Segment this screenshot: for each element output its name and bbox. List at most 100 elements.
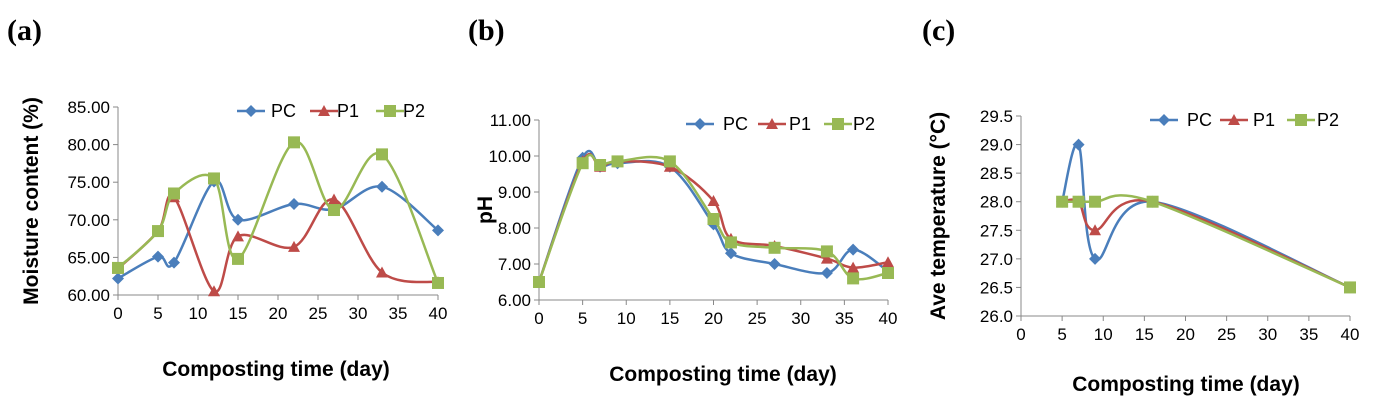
- x-tick-label: 10: [189, 304, 208, 323]
- x-tick-label: 40: [879, 309, 898, 328]
- legend-item-p2: P2: [824, 114, 875, 134]
- legend-item-p2: P2: [1287, 110, 1339, 130]
- legend-marker-pc: [245, 105, 257, 117]
- data-point-p2: [152, 225, 164, 238]
- data-point-pc: [1072, 138, 1085, 151]
- data-point-p1: [232, 230, 244, 242]
- x-tick-label: 40: [429, 304, 448, 323]
- data-point-p2: [594, 159, 607, 171]
- data-point-pc: [432, 224, 444, 237]
- y-tick-label: 85.00: [67, 98, 110, 117]
- legend: PC P1 P2: [686, 114, 875, 134]
- y-axis-title: Ave temperature (°C): [927, 112, 950, 320]
- data-point-pc: [112, 272, 124, 285]
- y-tick-label: 10.00: [488, 147, 531, 166]
- y-tick-label: 26.5: [980, 278, 1013, 297]
- legend-item-p1: P1: [1220, 110, 1275, 130]
- data-point-p1: [882, 256, 894, 268]
- y-tick-label: 60.00: [67, 286, 110, 305]
- data-point-p2: [533, 276, 545, 288]
- legend-marker-p1: [318, 105, 330, 116]
- legend-label-p2: P2: [1317, 110, 1339, 130]
- y-tick-label: 80.00: [67, 136, 110, 155]
- x-tick-label: 20: [1176, 325, 1195, 344]
- legend-label-pc: PC: [1187, 110, 1212, 130]
- legend-label-p1: P1: [337, 101, 359, 121]
- y-axis-title: pH: [474, 196, 497, 224]
- data-point-p2: [112, 261, 124, 274]
- data-point-p2: [1344, 281, 1356, 294]
- series-line-p2: [1062, 194, 1351, 289]
- legend-label-p1: P1: [789, 114, 811, 134]
- data-point-p2: [376, 148, 388, 161]
- data-point-p1: [288, 240, 300, 252]
- data-point-pc: [724, 247, 737, 260]
- data-point-p2: [288, 136, 300, 149]
- chart-panel-a: (a) 60.00 65.00 70.00 75.00 80.00 85.00 0 5 10 15 2…: [7, 14, 447, 381]
- y-tick-label: 26.0: [980, 307, 1013, 326]
- data-point-p2: [724, 236, 737, 249]
- panel-label-a: (a): [7, 14, 42, 47]
- data-point-p1: [820, 252, 833, 264]
- data-point-p1: [707, 195, 720, 206]
- x-tick-label: 30: [349, 304, 368, 323]
- y-tick-label: 75.00: [67, 173, 110, 192]
- legend-marker-p2: [832, 118, 844, 130]
- legend-label-p1: P1: [1253, 110, 1275, 130]
- data-point-p2: [1146, 195, 1159, 208]
- legend-marker-pc: [1158, 114, 1170, 126]
- series-line-p1: [1061, 198, 1351, 289]
- data-point-p1: [1089, 224, 1102, 236]
- data-point-pc: [232, 213, 244, 226]
- chart-panel-c: (c) 26.0 26.5 27.0 27.5 28.0 28.5 29.0 29.5 0 5 10 1…: [922, 14, 1359, 396]
- legend-marker-p2: [1295, 114, 1307, 126]
- y-tick-label: 28.0: [980, 193, 1013, 212]
- series-p2: [112, 136, 444, 289]
- data-point-p1: [847, 261, 860, 273]
- series-p1: [112, 191, 444, 297]
- legend-marker-p2: [384, 105, 396, 117]
- x-tick-label: 0: [113, 304, 122, 323]
- x-tick-label: 0: [1016, 325, 1025, 344]
- y-tick-label: 9.00: [498, 183, 531, 202]
- x-tick-label: 0: [534, 309, 543, 328]
- data-point-p2: [576, 157, 589, 170]
- x-tick-label: 15: [1135, 325, 1154, 344]
- x-tick-label: 15: [229, 304, 248, 323]
- data-point-p2: [432, 276, 444, 289]
- data-point-p2: [847, 272, 860, 285]
- panel-label-c: (c): [922, 14, 955, 47]
- x-tick-label: 30: [791, 309, 810, 328]
- legend-item-pc: PC: [1150, 110, 1212, 130]
- legend-item-p1: P1: [758, 114, 811, 134]
- legend: PC P1 P2: [1150, 110, 1339, 130]
- data-point-pc: [847, 243, 860, 256]
- data-point-pc: [376, 180, 388, 193]
- chart-panel-b: (b) 6.00 7.00 8.00 9.00 10.00 11.00 0 5 10 15 20 25 3…: [468, 14, 897, 386]
- legend-marker-p1: [1228, 114, 1240, 125]
- x-tick-label: 25: [1217, 325, 1236, 344]
- data-point-p2: [882, 267, 894, 279]
- legend-label-p2: P2: [403, 101, 425, 121]
- series-p1: [1056, 195, 1356, 293]
- legend-item-pc: PC: [686, 114, 748, 134]
- data-point-pc: [288, 198, 300, 211]
- panel-label-b: (b): [468, 14, 505, 47]
- data-point-p1: [328, 193, 340, 205]
- x-tick-label: 20: [269, 304, 288, 323]
- legend-label-p2: P2: [853, 114, 875, 134]
- data-point-p2: [168, 187, 180, 200]
- data-point-p2: [768, 241, 781, 254]
- y-tick-label: 7.00: [498, 255, 531, 274]
- data-point-pc: [768, 258, 781, 270]
- y-tick-label: 27.5: [980, 221, 1013, 240]
- legend-item-p2: P2: [376, 101, 425, 121]
- data-point-p2: [663, 155, 676, 168]
- legend-label-pc: PC: [271, 101, 296, 121]
- legend-item-pc: PC: [237, 101, 296, 121]
- y-tick-label: 6.00: [498, 291, 531, 310]
- legend-marker-pc: [694, 118, 706, 130]
- x-tick-label: 20: [704, 309, 723, 328]
- y-tick-label: 70.00: [67, 211, 110, 230]
